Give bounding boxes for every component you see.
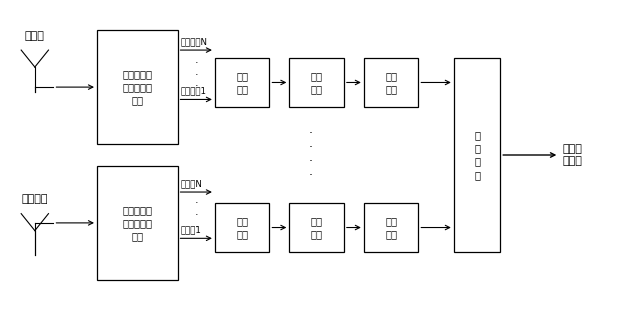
Text: 送检测
处理等: 送检测 处理等 <box>562 144 582 166</box>
Text: 相关
处理: 相关 处理 <box>310 216 323 239</box>
Text: 变频、滤波
提取各基带
信号: 变频、滤波 提取各基带 信号 <box>123 69 152 105</box>
Bar <box>215 203 269 252</box>
Bar <box>215 58 269 107</box>
Bar <box>289 58 344 107</box>
Text: 主通道: 主通道 <box>25 31 45 41</box>
Text: 干扰
抑制: 干扰 抑制 <box>236 216 248 239</box>
Bar <box>364 203 419 252</box>
Text: ·
·
·: · · · <box>194 199 198 232</box>
Text: ·
·
·
·: · · · · <box>309 127 313 183</box>
Text: 干扰
抑制: 干扰 抑制 <box>236 71 248 94</box>
Bar <box>364 58 419 107</box>
Text: 直达波1: 直达波1 <box>180 226 202 235</box>
Bar <box>289 203 344 252</box>
Bar <box>97 30 177 144</box>
Text: 辅助通道: 辅助通道 <box>22 194 48 204</box>
Bar <box>453 58 500 252</box>
Text: 目标回波N: 目标回波N <box>180 38 208 46</box>
Text: 相位
补偿: 相位 补偿 <box>385 216 397 239</box>
Text: 相关
处理: 相关 处理 <box>310 71 323 94</box>
Text: 目标回波1: 目标回波1 <box>180 87 207 96</box>
Text: ·
·
·: · · · <box>194 58 198 91</box>
Bar <box>97 166 177 280</box>
Text: 相
参
合
成: 相 参 合 成 <box>474 130 480 180</box>
Text: 直达波N: 直达波N <box>180 179 203 188</box>
Text: 相位
补偿: 相位 补偿 <box>385 71 397 94</box>
Text: 变频、滤波
提取各基带
信号: 变频、滤波 提取各基带 信号 <box>123 205 152 241</box>
